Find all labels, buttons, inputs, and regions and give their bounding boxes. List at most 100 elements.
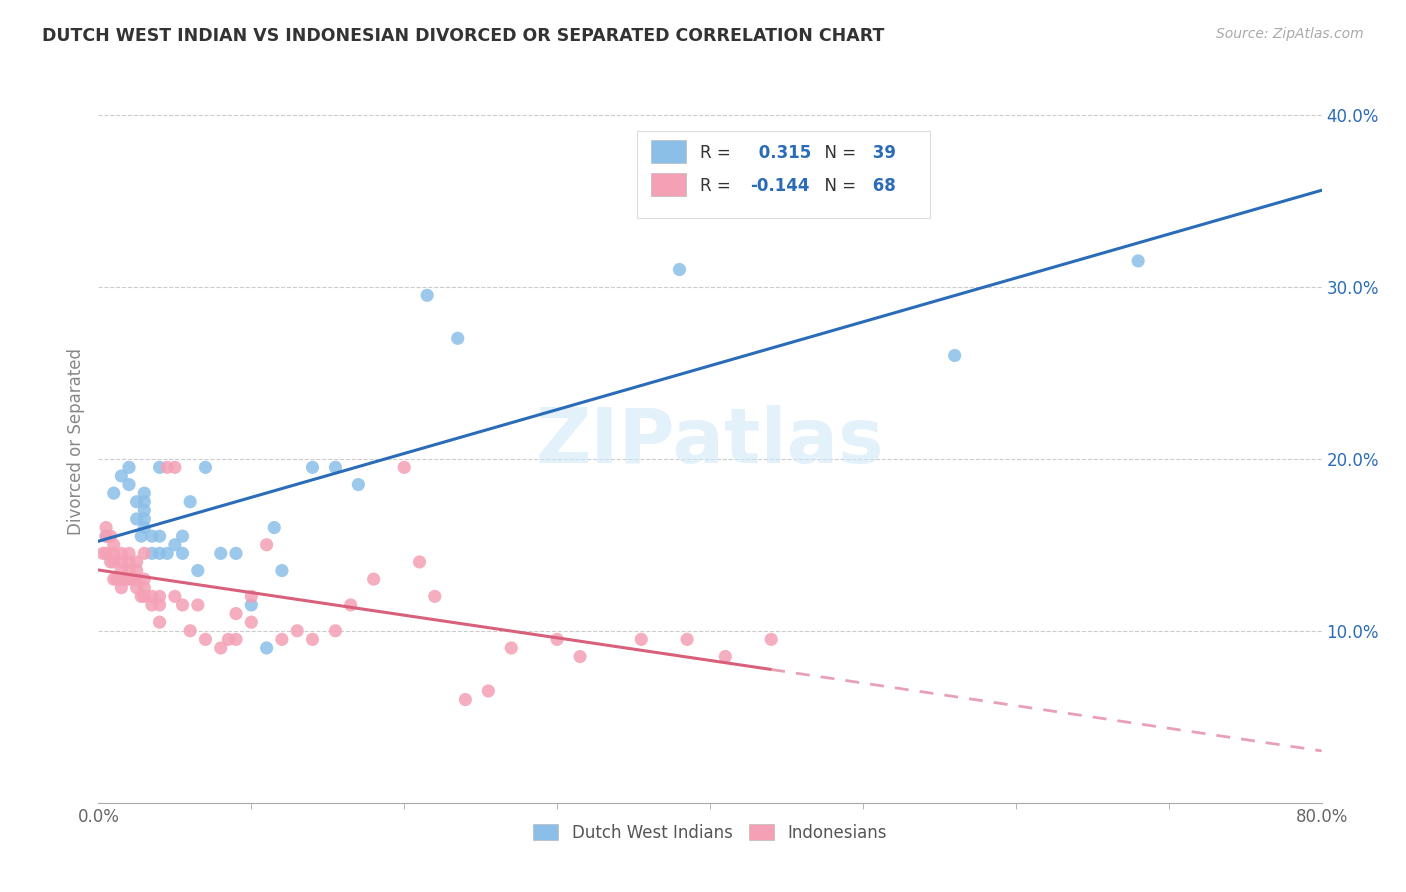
Point: [339, 598, 361, 612]
Point: [115, 572, 138, 586]
Point: [149, 460, 172, 475]
Point: [546, 632, 568, 647]
Point: [118, 546, 141, 560]
Point: [149, 590, 172, 604]
Point: [668, 262, 690, 277]
Point: [100, 555, 122, 569]
Point: [240, 590, 263, 604]
Point: [103, 555, 125, 569]
Text: N =: N =: [814, 144, 856, 161]
Point: [134, 581, 156, 595]
Point: [134, 503, 156, 517]
Point: [477, 684, 499, 698]
Point: [110, 546, 132, 560]
Text: 0.315: 0.315: [752, 144, 811, 161]
Point: [149, 529, 172, 543]
Point: [141, 598, 163, 612]
Point: [270, 564, 292, 578]
Point: [103, 572, 125, 586]
Point: [209, 640, 232, 655]
Point: [172, 546, 194, 560]
Text: ZIPatlas: ZIPatlas: [536, 405, 884, 478]
Bar: [651, 140, 686, 163]
Point: [187, 598, 209, 612]
Point: [129, 529, 152, 543]
Point: [416, 288, 439, 302]
Point: [225, 546, 247, 560]
Point: [94, 520, 117, 534]
Point: [125, 581, 148, 595]
Text: DUTCH WEST INDIAN VS INDONESIAN DIVORCED OR SEPARATED CORRELATION CHART: DUTCH WEST INDIAN VS INDONESIAN DIVORCED…: [42, 27, 884, 45]
Point: [263, 520, 285, 534]
Point: [125, 494, 148, 508]
Point: [363, 572, 385, 586]
Point: [209, 546, 232, 560]
Point: [118, 555, 141, 569]
Point: [134, 494, 156, 508]
Point: [759, 632, 782, 647]
Point: [156, 546, 179, 560]
Point: [256, 538, 278, 552]
Point: [454, 692, 477, 706]
Point: [125, 572, 148, 586]
Text: 39: 39: [866, 144, 896, 161]
Point: [179, 624, 201, 638]
Point: [187, 564, 209, 578]
Point: [141, 529, 163, 543]
Point: [217, 632, 239, 647]
FancyBboxPatch shape: [637, 131, 931, 218]
Point: [225, 607, 247, 621]
Point: [423, 590, 446, 604]
Point: [110, 564, 132, 578]
Point: [172, 598, 194, 612]
Y-axis label: Divorced or Separated: Divorced or Separated: [66, 348, 84, 535]
Point: [676, 632, 699, 647]
Point: [240, 615, 263, 630]
Point: [194, 460, 217, 475]
Point: [118, 572, 141, 586]
Point: [103, 546, 125, 560]
Point: [149, 615, 172, 630]
Point: [285, 624, 308, 638]
Point: [501, 640, 523, 655]
Text: -0.144: -0.144: [751, 177, 810, 194]
Point: [121, 572, 143, 586]
Point: [134, 590, 156, 604]
Point: [943, 349, 966, 363]
Point: [94, 529, 117, 543]
Point: [118, 477, 141, 491]
Text: 68: 68: [866, 177, 896, 194]
Point: [630, 632, 652, 647]
Point: [91, 546, 114, 560]
Point: [103, 538, 125, 552]
Point: [134, 546, 156, 560]
Point: [134, 512, 156, 526]
Point: [125, 555, 148, 569]
Point: [141, 590, 163, 604]
Point: [301, 460, 323, 475]
Point: [569, 649, 592, 664]
Point: [100, 529, 122, 543]
Point: [240, 598, 263, 612]
Point: [163, 538, 186, 552]
Point: [110, 581, 132, 595]
Point: [325, 624, 347, 638]
Legend: Dutch West Indians, Indonesians: Dutch West Indians, Indonesians: [526, 817, 894, 848]
Text: N =: N =: [814, 177, 856, 194]
Point: [103, 486, 125, 500]
Point: [156, 460, 179, 475]
Point: [125, 564, 148, 578]
Point: [179, 494, 201, 508]
Point: [105, 572, 128, 586]
Point: [347, 477, 370, 491]
Point: [408, 555, 430, 569]
Text: Source: ZipAtlas.com: Source: ZipAtlas.com: [1216, 27, 1364, 41]
Point: [129, 590, 152, 604]
Point: [94, 546, 117, 560]
Point: [110, 555, 132, 569]
Point: [194, 632, 217, 647]
Point: [163, 590, 186, 604]
Text: R =: R =: [700, 177, 731, 194]
Point: [163, 460, 186, 475]
Point: [118, 460, 141, 475]
